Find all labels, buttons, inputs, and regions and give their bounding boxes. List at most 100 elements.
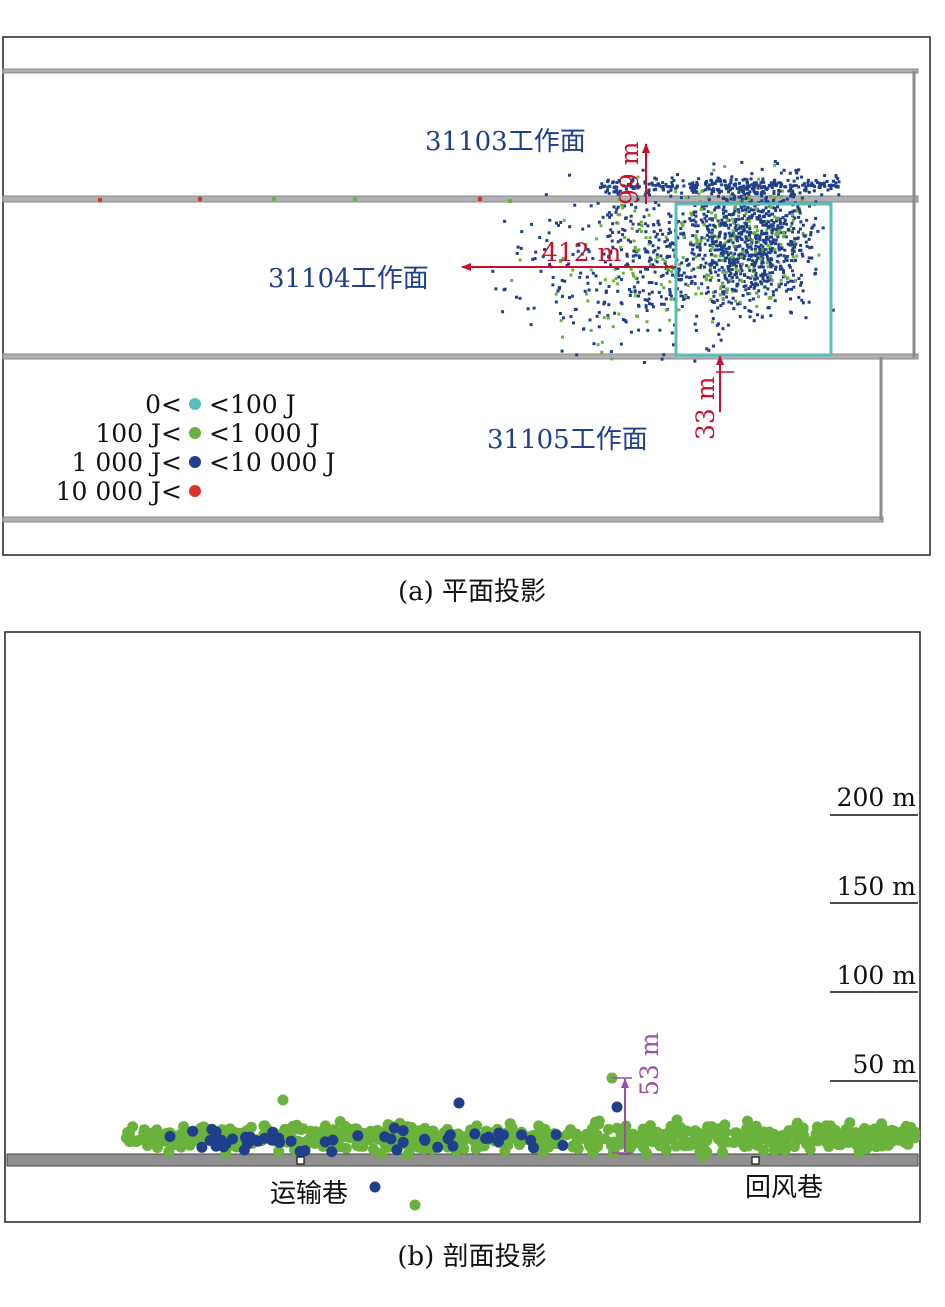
event-point [719, 223, 723, 227]
event-point [750, 263, 754, 266]
event-point [762, 191, 766, 195]
event-point [627, 1133, 639, 1145]
event-point [547, 231, 551, 235]
event-point [597, 325, 601, 329]
event-point [813, 272, 817, 276]
event-point [719, 285, 723, 289]
event-point [781, 216, 785, 220]
event-point [614, 210, 618, 214]
event-point [743, 250, 747, 254]
event-point [822, 181, 826, 185]
event-point [658, 328, 662, 332]
event-point [626, 183, 630, 186]
event-point [703, 265, 706, 269]
event-point [766, 265, 770, 269]
event-point [753, 231, 757, 235]
event-point [778, 228, 782, 232]
event-point [621, 227, 625, 231]
event-point [802, 188, 806, 192]
event-point [730, 234, 734, 238]
event-point [569, 315, 573, 319]
event-point [706, 274, 710, 278]
event-point [782, 259, 786, 263]
event-point [766, 273, 769, 277]
event-point [663, 259, 667, 263]
event-point [715, 263, 719, 267]
event-point [791, 218, 795, 222]
event-point [771, 271, 775, 275]
event-point [717, 187, 721, 191]
event-point [780, 246, 784, 250]
event-point [876, 1118, 888, 1130]
event-point [611, 222, 615, 226]
event-point [727, 213, 731, 217]
event-point [777, 232, 781, 235]
event-point [369, 1181, 381, 1193]
event-point [731, 279, 735, 283]
event-point [607, 211, 611, 215]
event-point [717, 332, 721, 336]
face-label-31105: 31105工作面 [487, 425, 648, 455]
event-point [741, 294, 745, 297]
event-point [710, 309, 714, 313]
event-point [703, 236, 707, 240]
event-point [682, 184, 686, 188]
event-point [326, 1146, 338, 1158]
event-point [736, 245, 740, 249]
event-point [706, 290, 710, 294]
event-point [608, 184, 612, 188]
event-point [752, 208, 756, 212]
event-point [717, 278, 721, 282]
event-point [760, 167, 764, 171]
event-point [630, 227, 634, 231]
stress-zone-box [674, 202, 833, 357]
event-point [754, 191, 757, 195]
event-point [704, 261, 708, 265]
event-point [388, 1122, 400, 1134]
event-point [637, 195, 641, 199]
event-point [635, 249, 639, 253]
event-point [729, 186, 732, 190]
event-point [834, 185, 838, 189]
event-point [717, 176, 721, 180]
event-point [734, 184, 737, 188]
event-point [806, 260, 810, 263]
event-point [647, 297, 651, 301]
event-point [821, 226, 825, 230]
event-point [624, 216, 628, 220]
event-point [661, 181, 665, 185]
event-point [731, 257, 735, 261]
event-point [764, 212, 768, 216]
event-point [544, 193, 548, 197]
event-point [700, 291, 704, 295]
event-point [646, 224, 650, 228]
event-point [668, 290, 672, 294]
event-point [309, 1138, 321, 1149]
event-point [694, 329, 698, 332]
event-point [751, 282, 754, 286]
event-point [557, 287, 561, 291]
event-point [644, 305, 648, 309]
event-point [664, 235, 668, 239]
event-point [746, 187, 749, 191]
event-point [765, 279, 769, 283]
event-point [533, 257, 537, 261]
event-point [558, 312, 562, 315]
event-point [814, 200, 818, 204]
event-point [768, 245, 772, 249]
event-point [754, 234, 758, 238]
event-point [663, 261, 667, 265]
event-point [754, 282, 758, 286]
event-point [561, 294, 564, 298]
event-point [407, 1136, 418, 1148]
event-point [753, 204, 757, 208]
event-point [582, 327, 585, 331]
event-point [650, 181, 654, 185]
scale-label-150: 150 m [837, 872, 917, 901]
event-point [734, 267, 738, 271]
event-point [554, 300, 558, 304]
event-point [600, 182, 604, 186]
event-point [672, 179, 676, 182]
event-point [669, 230, 672, 234]
event-point [659, 295, 663, 299]
